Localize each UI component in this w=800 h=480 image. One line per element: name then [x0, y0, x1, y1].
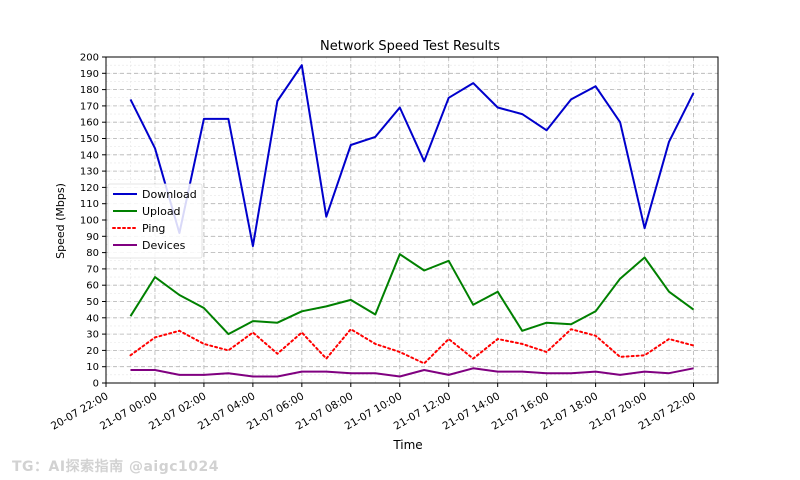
y-tick-label: 20	[86, 346, 99, 357]
legend-box	[107, 183, 203, 259]
y-tick-label: 10	[86, 362, 99, 373]
y-tick-label: 150	[80, 134, 99, 145]
series-line-ping	[129, 328, 695, 365]
watermark: TG：AI探索指南 @aigc1024	[12, 459, 219, 475]
legend-label: Download	[142, 188, 197, 201]
y-tick-label: 180	[80, 85, 99, 96]
series-line-upload	[129, 253, 695, 336]
y-tick-label: 90	[86, 232, 99, 243]
y-tick-label: 60	[86, 281, 99, 292]
y-tick-label: 30	[86, 330, 99, 341]
series-line-download	[129, 64, 695, 248]
y-tick-label: 200	[80, 53, 99, 64]
y-tick-label: 170	[80, 101, 99, 112]
y-tick-label: 120	[80, 183, 99, 194]
y-tick-label: 190	[80, 69, 99, 80]
legend-label: Devices	[142, 239, 186, 252]
series-line-devices	[130, 367, 694, 378]
y-tick-label: 50	[86, 297, 99, 308]
chart-title: Network Speed Test Results	[320, 39, 500, 54]
x-axis-label: Time	[392, 438, 422, 452]
legend-label: Ping	[142, 222, 165, 235]
y-axis-label: Speed (Mbps)	[54, 183, 67, 259]
legend: Download Upload Ping Devices	[107, 183, 203, 259]
y-tick-label: 130	[80, 167, 99, 178]
y-tick-label: 110	[80, 199, 99, 210]
y-tick-label: 160	[80, 118, 99, 129]
y-tick-label: 0	[93, 379, 99, 390]
y-tick-label: 70	[86, 264, 99, 275]
legend-label: Upload	[142, 205, 181, 218]
grid	[105, 56, 719, 384]
y-tick-label: 140	[80, 150, 99, 161]
y-tick-label: 80	[86, 248, 99, 259]
series	[129, 64, 695, 378]
y-tick-label: 40	[86, 313, 99, 324]
y-tick-label: 100	[80, 216, 99, 227]
